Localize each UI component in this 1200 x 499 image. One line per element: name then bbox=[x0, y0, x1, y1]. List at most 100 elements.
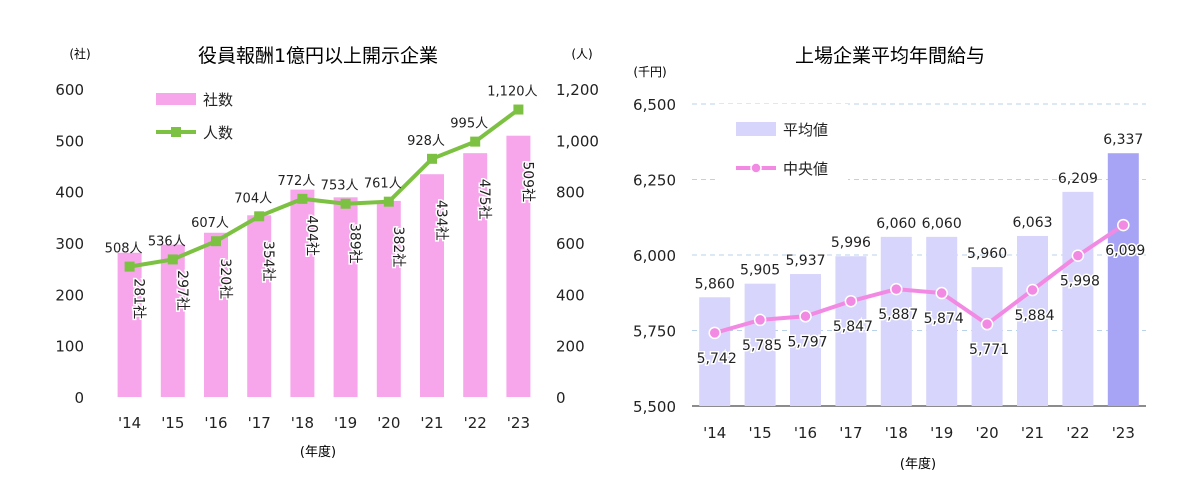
bar-average-salary bbox=[790, 274, 821, 406]
right-chart-ylabel: (千円) bbox=[633, 65, 666, 79]
right-axis-tick: 600 bbox=[556, 235, 585, 253]
right-axis-tick: 400 bbox=[556, 286, 585, 304]
bar-label: 509社 bbox=[519, 161, 535, 202]
line-median-salary bbox=[714, 223, 1125, 335]
line-point-label: 761人 bbox=[364, 177, 402, 192]
x-axis-tick: '22 bbox=[1066, 424, 1089, 442]
line-point bbox=[844, 294, 858, 308]
bar-label: 434社 bbox=[433, 200, 449, 241]
right-chart-title: 上場企業平均年間給与 bbox=[795, 45, 985, 67]
y-axis-tick: 6,000 bbox=[633, 247, 676, 265]
x-axis-tick: '14 bbox=[703, 424, 726, 442]
bar-company-count bbox=[204, 232, 228, 397]
x-axis-tick: '15 bbox=[748, 424, 771, 442]
bar-label: 320社 bbox=[217, 258, 233, 299]
line-point-label: 928人 bbox=[407, 134, 445, 149]
right-chart-axes: 5,500 5,750 6,000 6,250 6,500 '14 '15 '16 '17 '18… bbox=[633, 96, 1135, 442]
bar-company-count bbox=[117, 252, 142, 397]
bar-company-count bbox=[247, 215, 272, 397]
bar-label: 382社 bbox=[390, 227, 406, 268]
bar-average-salary bbox=[699, 297, 731, 406]
bar-company-count bbox=[420, 174, 444, 397]
line-point-label: 536人 bbox=[148, 234, 186, 249]
x-axis-tick: '23 bbox=[1112, 424, 1135, 442]
line-point-label: 5,742 bbox=[697, 351, 737, 367]
x-axis-tick: '14 bbox=[118, 414, 141, 432]
bar-label: 6,063 bbox=[1012, 215, 1052, 231]
line-point bbox=[799, 310, 812, 323]
bar-label: 6,060 bbox=[922, 216, 962, 232]
bar-company-count bbox=[160, 244, 185, 397]
left-axis-tick: 100 bbox=[55, 338, 84, 356]
line-point bbox=[167, 254, 178, 265]
left-chart-ylabel-left: (社) bbox=[69, 46, 90, 61]
legend-label: 人数 bbox=[203, 124, 233, 142]
right-chart: 上場企業平均年間給与 (千円) (年度) 5,860 5,905 5,937 5,99… bbox=[633, 45, 1147, 472]
line-point-label: 704人 bbox=[234, 191, 272, 206]
line-point bbox=[1071, 249, 1085, 262]
y-axis-tick: 6,250 bbox=[633, 172, 676, 190]
x-axis-tick: '19 bbox=[930, 424, 953, 442]
line-point-label: 5,785 bbox=[742, 338, 782, 354]
x-axis-tick: '20 bbox=[377, 414, 400, 432]
x-axis-tick: '21 bbox=[1021, 424, 1044, 442]
line-point bbox=[980, 317, 994, 331]
line-point bbox=[890, 282, 903, 296]
bar-company-count bbox=[333, 197, 358, 397]
line-point-label: 5,998 bbox=[1060, 274, 1100, 290]
line-point-label: 772人 bbox=[277, 174, 315, 189]
bar-label: 5,905 bbox=[740, 263, 780, 279]
left-axis-tick: 400 bbox=[55, 184, 84, 202]
x-axis-tick: '23 bbox=[507, 414, 530, 432]
legend-label: 平均値 bbox=[783, 121, 828, 139]
line-point-label: 5,887 bbox=[878, 307, 918, 323]
bar-label: 6,060 bbox=[876, 216, 916, 232]
right-chart-bars: 5,860 5,905 5,937 5,996 6,060 6,060 5,960 6,063… bbox=[695, 132, 1143, 406]
line-point bbox=[340, 198, 351, 209]
bar-average-salary bbox=[835, 256, 867, 406]
x-axis-tick: '20 bbox=[975, 424, 998, 442]
left-axis-tick: 300 bbox=[55, 235, 84, 253]
bar-label: 6,209 bbox=[1058, 171, 1098, 187]
bar-average-salary bbox=[1017, 235, 1048, 406]
left-chart-title: 役員報酬1億円以上開示企業 bbox=[198, 45, 438, 67]
right-axis-tick: 800 bbox=[556, 184, 585, 202]
bar-average-salary bbox=[926, 236, 958, 406]
left-axis-tick: 600 bbox=[55, 81, 84, 99]
line-point-label: 753人 bbox=[321, 179, 359, 194]
line-point bbox=[1117, 218, 1130, 232]
x-axis-tick: '15 bbox=[161, 414, 184, 432]
line-point bbox=[427, 153, 437, 164]
x-axis-tick: '17 bbox=[839, 424, 862, 442]
x-axis-tick: '18 bbox=[291, 414, 314, 432]
line-point-label: 1,120人 bbox=[487, 85, 537, 100]
line-point bbox=[211, 236, 221, 247]
line-person-count bbox=[129, 107, 520, 269]
x-axis-tick: '16 bbox=[204, 414, 227, 432]
line-point bbox=[297, 193, 308, 204]
bar-average-salary bbox=[1062, 191, 1094, 406]
bar-label: 5,996 bbox=[831, 235, 871, 251]
legend-label: 中央値 bbox=[783, 160, 828, 178]
x-axis-tick: '19 bbox=[334, 414, 357, 432]
line-point-label: 6,099 bbox=[1105, 243, 1145, 259]
left-axis-tick: 0 bbox=[74, 389, 84, 407]
legend-label: 社数 bbox=[203, 91, 233, 109]
bar-company-count bbox=[463, 153, 488, 397]
bar-company-count bbox=[506, 135, 531, 398]
left-chart-bars: 281社 297社 320社 354社 404社 389社 382社 434社 475社 509社 bbox=[117, 135, 537, 398]
bar-average-salary bbox=[880, 236, 912, 406]
left-chart-xlabel: (年度) bbox=[300, 444, 336, 460]
legend-swatch-bar bbox=[736, 122, 776, 136]
bar-label: 5,860 bbox=[695, 276, 735, 292]
legend-box bbox=[138, 80, 268, 150]
bar-average-salary bbox=[744, 283, 776, 406]
x-axis-tick: '21 bbox=[420, 414, 443, 432]
y-axis-tick: 5,750 bbox=[633, 323, 676, 341]
left-chart-ylabel-right: (人) bbox=[571, 47, 592, 61]
x-axis-tick: '17 bbox=[248, 414, 271, 432]
line-point bbox=[935, 286, 948, 300]
